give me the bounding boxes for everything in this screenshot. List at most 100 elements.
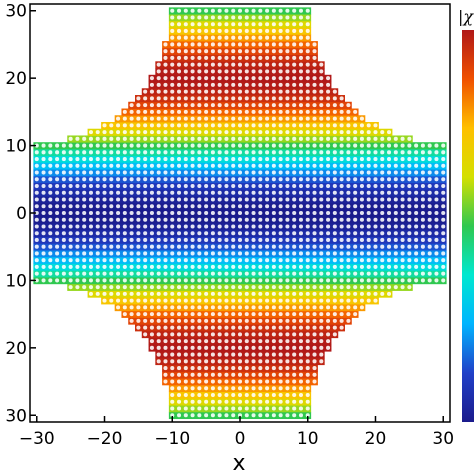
lattice-dot — [298, 258, 303, 263]
lattice-dot — [34, 264, 39, 269]
lattice-dot — [305, 399, 310, 404]
lattice-dot — [237, 285, 243, 290]
lattice-dot — [204, 42, 209, 47]
lattice-dot — [183, 28, 188, 33]
lattice-dot — [163, 204, 168, 209]
lattice-dot — [237, 136, 243, 141]
lattice-dot — [190, 89, 195, 94]
lattice-dot — [346, 163, 351, 168]
lattice-dot — [271, 150, 276, 155]
lattice-dot — [149, 170, 154, 175]
lattice-dot — [278, 76, 283, 81]
lattice-dot — [204, 258, 209, 263]
lattice-dot — [366, 163, 371, 168]
lattice-dot — [217, 89, 222, 94]
lattice-dot — [285, 184, 290, 189]
lattice-dot — [34, 278, 39, 283]
lattice-dot — [210, 244, 215, 249]
lattice-dot — [156, 89, 161, 94]
lattice-dot — [88, 170, 93, 175]
lattice-dot — [298, 291, 303, 296]
lattice-dot — [312, 224, 317, 229]
lattice-dot — [292, 62, 297, 67]
y-tick-label: 0 — [16, 204, 27, 224]
lattice-dot — [387, 190, 392, 195]
lattice-dot — [265, 352, 270, 357]
lattice-dot — [88, 157, 93, 162]
lattice-dot — [116, 130, 121, 135]
lattice-dot — [271, 413, 276, 418]
lattice-dot — [400, 264, 405, 269]
lattice-dot — [312, 244, 317, 249]
lattice-dot — [251, 271, 256, 276]
lattice-dot — [61, 258, 66, 263]
lattice-dot — [231, 305, 236, 310]
lattice-dot — [305, 413, 310, 418]
lattice-dot — [244, 190, 249, 195]
lattice-dot — [88, 177, 93, 182]
lattice-dot — [197, 157, 202, 162]
lattice-dot — [143, 109, 148, 114]
lattice-dot — [204, 352, 209, 357]
lattice-dot — [298, 103, 303, 108]
lattice-dot — [156, 184, 161, 189]
lattice-dot — [136, 163, 141, 168]
lattice-dot — [387, 278, 392, 283]
lattice-dot — [278, 22, 283, 27]
lattice-dot — [237, 366, 243, 371]
lattice-dot — [122, 190, 127, 195]
lattice-dot — [380, 224, 385, 229]
lattice-dot — [271, 143, 276, 148]
lattice-dot — [197, 217, 202, 222]
lattice-dot — [190, 170, 195, 175]
lattice-dot — [298, 352, 303, 357]
lattice-dot — [204, 217, 209, 222]
lattice-dot — [271, 393, 276, 398]
lattice-dot — [373, 197, 378, 202]
lattice-dot — [312, 76, 317, 81]
lattice-dot — [88, 197, 93, 202]
lattice-dot — [143, 136, 148, 141]
lattice-dot — [298, 305, 303, 310]
lattice-dot — [183, 22, 188, 27]
lattice-dot — [156, 318, 161, 323]
lattice-dot — [210, 386, 215, 391]
lattice-dot — [143, 298, 148, 303]
lattice-dot — [156, 332, 161, 337]
lattice-dot — [217, 359, 222, 364]
lattice-dot — [339, 157, 344, 162]
lattice-dot — [298, 130, 303, 135]
lattice-dot — [298, 42, 303, 47]
lattice-dot — [177, 264, 182, 269]
lattice-dot — [143, 271, 148, 276]
lattice-dot — [231, 413, 236, 418]
lattice-dot — [177, 157, 182, 162]
lattice-dot — [231, 150, 236, 155]
lattice-dot — [190, 312, 195, 317]
lattice-dot — [265, 136, 270, 141]
lattice-dot — [102, 291, 107, 296]
lattice-dot — [231, 231, 236, 236]
lattice-dot — [237, 89, 243, 94]
lattice-dot — [265, 332, 270, 337]
lattice-dot — [48, 244, 53, 249]
lattice-dot — [393, 197, 398, 202]
lattice-dot — [251, 8, 256, 13]
lattice-dot — [183, 163, 188, 168]
lattice-dot — [156, 96, 161, 101]
lattice-dot — [82, 217, 87, 222]
lattice-dot — [278, 49, 283, 54]
lattice-dot — [224, 35, 229, 40]
lattice-dot — [177, 190, 182, 195]
lattice-dot — [190, 15, 195, 20]
lattice-dot — [441, 190, 446, 195]
lattice-dot — [68, 251, 73, 256]
lattice-dot — [34, 170, 39, 175]
lattice-dot — [177, 278, 182, 283]
lattice-dot — [346, 204, 351, 209]
lattice-dot — [312, 55, 317, 60]
lattice-dot — [129, 170, 134, 175]
lattice-dot — [244, 150, 249, 155]
lattice-dot — [224, 312, 229, 317]
lattice-dot — [414, 184, 419, 189]
